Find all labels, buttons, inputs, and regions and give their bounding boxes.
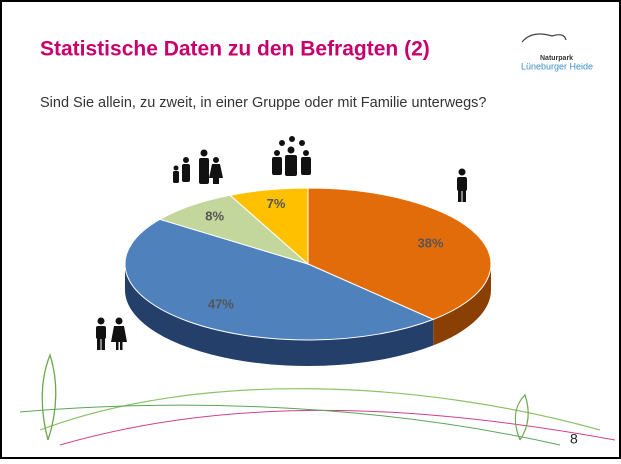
data-label: 38% [417, 235, 443, 250]
icon-group [272, 136, 311, 176]
logo: Naturpark Lüneburger Heide [521, 33, 593, 71]
data-label: 47% [208, 296, 234, 311]
data-label: 8% [205, 209, 224, 224]
icon-couple [96, 317, 127, 350]
page-number: 8 [570, 431, 578, 447]
logo-line2: Lüneburger Heide [521, 61, 593, 71]
decoration [19, 353, 616, 446]
pie-slice [124, 218, 435, 341]
chart-subtitle: Sind Sie allein, zu zweit, in einer Grup… [40, 95, 487, 111]
icon-family [173, 149, 223, 184]
pie-slice [158, 194, 309, 265]
icons [96, 136, 467, 350]
pie-slice [307, 187, 492, 320]
logo-line1: Naturpark [540, 55, 573, 62]
pie-slice [228, 187, 309, 266]
icon-single [457, 168, 467, 202]
chart-title: Statistische Daten zu den Befragten (2) [40, 38, 430, 61]
pie-side [433, 264, 491, 346]
data-label: 7% [267, 196, 286, 211]
pie-side [125, 264, 434, 366]
pie: 38% 47% 8% 7% [124, 187, 492, 366]
